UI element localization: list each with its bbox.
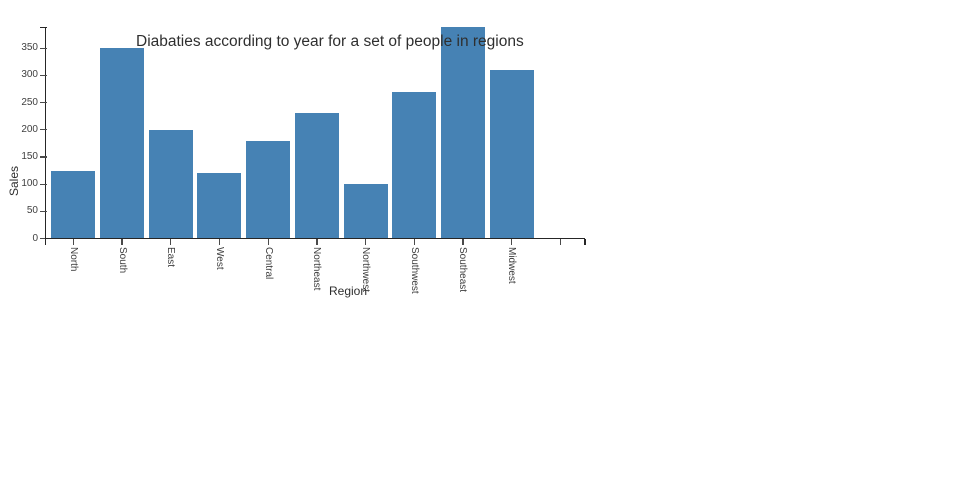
y-tick xyxy=(39,47,47,49)
bar-southeast xyxy=(440,26,485,239)
y-tick xyxy=(39,156,47,158)
bar-north xyxy=(51,170,96,239)
x-tick-label: Southeast xyxy=(457,247,469,293)
x-tick xyxy=(170,239,172,245)
bar-east xyxy=(148,129,193,239)
x-axis-end-cap xyxy=(584,239,586,245)
bar-southwest xyxy=(392,91,437,239)
x-tick-label: North xyxy=(67,247,79,272)
x-tick xyxy=(316,239,318,245)
y-tick xyxy=(39,210,47,213)
y-tick xyxy=(39,183,47,185)
x-axis-line xyxy=(45,237,586,240)
y-axis-end-cap xyxy=(39,26,47,28)
x-tick-label: Central xyxy=(262,247,274,280)
x-tick xyxy=(413,239,415,245)
x-axis-end-cap xyxy=(45,239,47,245)
y-tick xyxy=(39,129,47,131)
y-axis-spine xyxy=(45,27,47,240)
y-tick-label: 300 xyxy=(21,69,38,81)
y-tick-label: 200 xyxy=(21,123,38,135)
y-axis-label: Sales xyxy=(7,165,21,196)
bar-west xyxy=(197,173,242,239)
y-tick-label: 250 xyxy=(21,96,38,108)
bar-northeast xyxy=(294,113,339,239)
y-tick xyxy=(39,102,47,104)
x-tick xyxy=(364,239,367,245)
x-tick-label: South xyxy=(116,247,128,274)
chart-title: Diabaties according to year for a set of… xyxy=(136,33,524,50)
y-tick-label: 50 xyxy=(26,205,38,217)
bar-midwest xyxy=(489,69,534,239)
x-tick xyxy=(462,239,464,245)
x-tick-label: West xyxy=(213,247,225,270)
bar-south xyxy=(100,48,145,239)
y-tick-label: 350 xyxy=(21,42,38,54)
x-tick xyxy=(559,239,562,245)
x-tick-label: Southwest xyxy=(408,247,420,294)
x-tick xyxy=(72,239,75,245)
bar-central xyxy=(246,140,291,239)
y-tick-label: 150 xyxy=(21,150,38,162)
y-tick xyxy=(39,237,47,240)
x-axis-label: Region xyxy=(329,284,368,298)
x-tick-label: East xyxy=(165,247,177,268)
x-tick xyxy=(218,239,221,245)
x-tick-label: Midwest xyxy=(506,247,518,284)
x-tick-label: Northeast xyxy=(311,247,323,291)
y-tick-label: 0 xyxy=(32,232,38,244)
x-tick xyxy=(121,239,123,245)
x-tick xyxy=(267,239,269,245)
y-tick-label: 100 xyxy=(21,178,38,190)
bar-northwest xyxy=(343,184,388,239)
x-tick xyxy=(511,239,513,245)
y-tick xyxy=(39,74,47,77)
